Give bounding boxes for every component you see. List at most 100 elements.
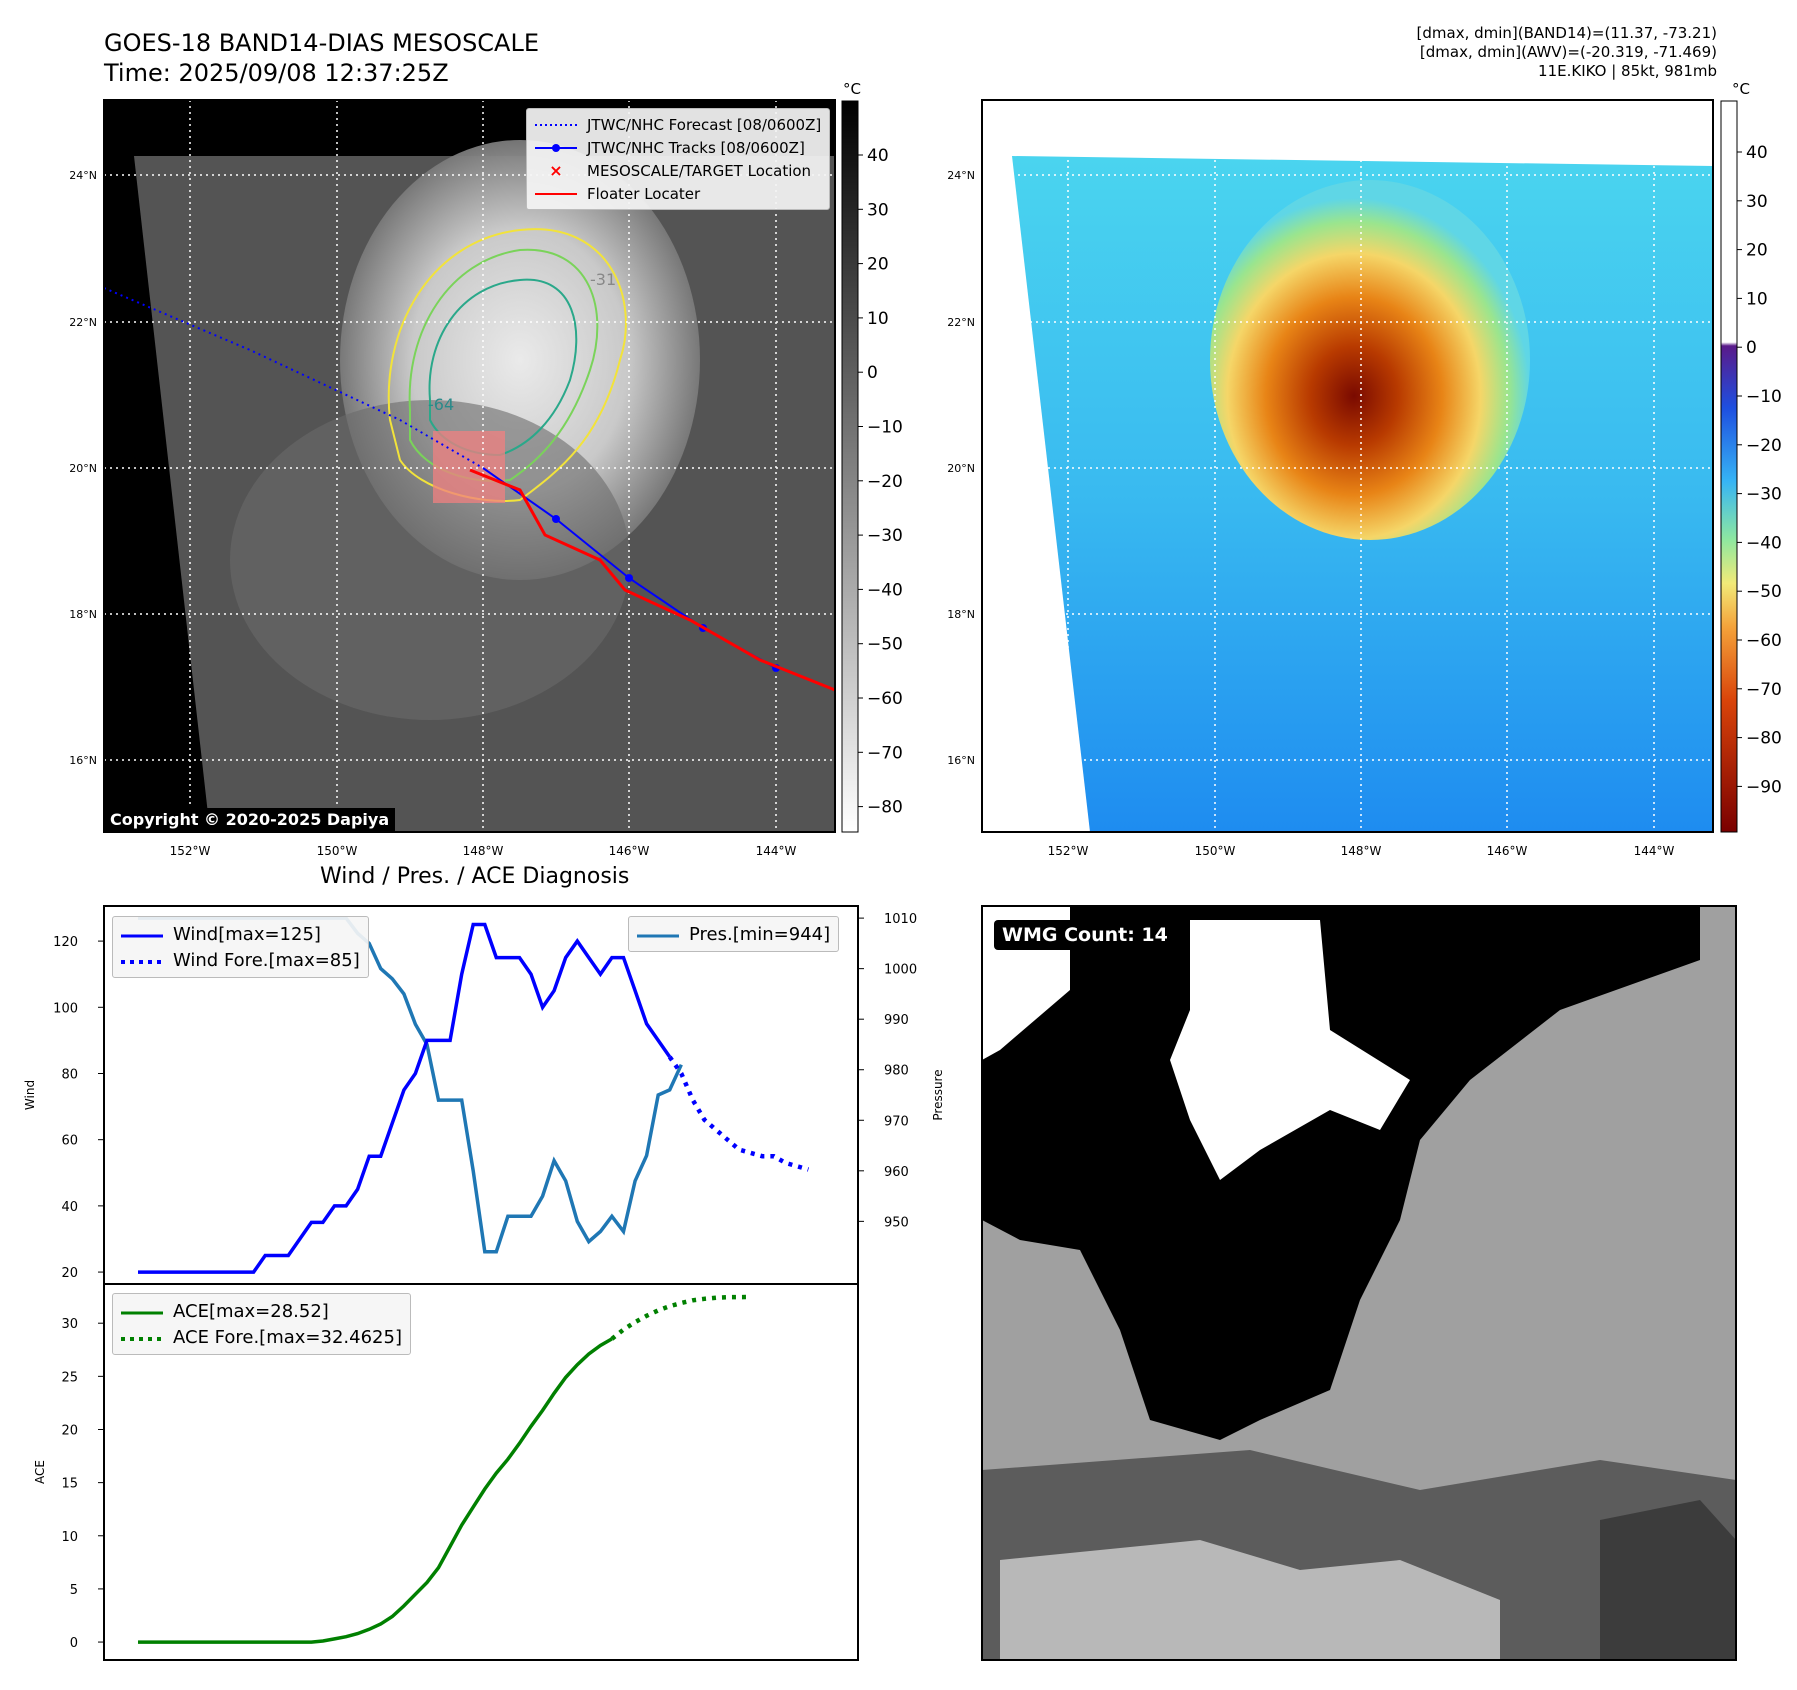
awv-map-panel: 24°N 22°N 20°N 18°N 16°N 152°W 150°W 148… <box>947 99 1714 858</box>
svg-text:×: × <box>549 164 562 178</box>
awv-lat-label: 16°N <box>947 754 975 767</box>
line-marker-icon <box>535 141 577 155</box>
copyright-badge: Copyright © 2020-2025 Dapiya <box>104 808 396 831</box>
colorbar-tick-label: −70 <box>867 743 903 763</box>
ace-tick-label: 0 <box>70 1636 78 1651</box>
ir-lat-labels: 24°N 22°N 20°N 18°N 16°N <box>69 169 97 767</box>
pressure-legend: Pres.[min=944] <box>628 916 840 952</box>
ir-lat-label: 18°N <box>69 608 97 621</box>
contour-label-2: -64 <box>428 395 454 414</box>
diagnosis-title: Wind / Pres. / ACE Diagnosis <box>320 864 630 889</box>
awv-lat-labels: 24°N 22°N 20°N 18°N 16°N <box>947 169 975 767</box>
ir-gridlines <box>104 100 835 832</box>
solid-line-icon <box>637 927 679 941</box>
legend-ace-forecast: ACE Fore.[max=32.4625] <box>121 1324 402 1350</box>
colorbar-tick-label: 40 <box>867 146 889 166</box>
colorbar-tick-label: 30 <box>867 200 889 220</box>
colorbar-tick-label: −20 <box>867 472 903 492</box>
pressure-tick-label: 980 <box>884 1064 909 1079</box>
colorbar-tick-label: 30 <box>1746 192 1768 212</box>
colorbar-tick-label: 0 <box>867 363 878 383</box>
dotted-line-icon <box>121 953 163 967</box>
legend-forecast: JTWC/NHC Forecast [08/0600Z] <box>535 113 821 136</box>
awv-lat-label: 24°N <box>947 169 975 182</box>
colorbar-tick-label: −60 <box>867 689 903 709</box>
ace-series-line <box>138 1337 613 1644</box>
colorbar-tick-label: −50 <box>867 635 903 655</box>
wind-tick-label: 120 <box>53 935 78 950</box>
ir-colorbar: °C 40 30 20 10 0 −10 −20 −30 −40 −50 −60 −70 −80 <box>841 80 903 833</box>
awv-colorbar: °C 40 30 20 10 0 −10 −20 −30 −40 −50 −60 −70 −80 −90 <box>1720 80 1782 833</box>
colorbar-tick-label: −40 <box>1746 533 1782 553</box>
awv-lat-label: 22°N <box>947 316 975 329</box>
legend-target: × MESOSCALE/TARGET Location <box>535 159 821 182</box>
awv-gridlines <box>982 100 1713 832</box>
legend-label: JTWC/NHC Forecast [08/0600Z] <box>587 115 822 134</box>
ir-lon-labels: 152°W 150°W 148°W 146°W 144°W <box>170 844 797 858</box>
legend-label: JTWC/NHC Tracks [08/0600Z] <box>587 138 805 157</box>
x-marker-icon: × <box>535 161 577 180</box>
legend-label: Pres.[min=944] <box>689 923 831 945</box>
legend-label: ACE Fore.[max=32.4625] <box>173 1326 402 1348</box>
awv-lon-label: 146°W <box>1487 844 1528 858</box>
legend-floater: Floater Locater <box>535 182 821 205</box>
colorbar-tick-label: −20 <box>1746 436 1782 456</box>
wind-tick-label: 40 <box>61 1200 78 1215</box>
ir-lat-label: 16°N <box>69 754 97 767</box>
colorbar-tick-label: 0 <box>1746 338 1757 358</box>
pressure-tick-label: 1000 <box>884 963 917 978</box>
stat-line-2: [dmax, dmin](AWV)=(-20.319, -71.469) <box>1419 43 1717 61</box>
ace-tick-label: 20 <box>61 1423 78 1438</box>
solid-line-icon <box>121 927 163 941</box>
pressure-tick-label: 990 <box>884 1013 909 1028</box>
legend-label: Wind Fore.[max=85] <box>173 949 360 971</box>
pressure-tick-label: 960 <box>884 1165 909 1180</box>
colorbar-tick-label: −60 <box>1746 631 1782 651</box>
legend-label: Wind[max=125] <box>173 923 321 945</box>
stat-line-1: [dmax, dmin](BAND14)=(11.37, -73.21) <box>1416 24 1717 42</box>
ace-tick-label: 30 <box>61 1317 78 1332</box>
pressure-tick-label: 970 <box>884 1114 909 1129</box>
colorbar-tick-label: 40 <box>1746 143 1768 163</box>
wind-series-line <box>138 922 672 1274</box>
awv-lon-labels: 152°W 150°W 148°W 146°W 144°W <box>1048 844 1675 858</box>
ace-tick-label: 15 <box>61 1477 78 1492</box>
contour-label-1: -31 <box>590 270 616 289</box>
pressure-axis-label: Pressure <box>931 1069 945 1120</box>
dotted-line-icon <box>121 1330 163 1344</box>
title-line-2: Time: 2025/09/08 12:37:25Z <box>104 59 449 87</box>
colorbar-tick-label: −30 <box>867 526 903 546</box>
stat-line-3: 11E.KIKO | 85kt, 981mb <box>1538 62 1717 80</box>
ace-tick-label: 25 <box>61 1370 78 1385</box>
ir-lon-label: 148°W <box>463 844 504 858</box>
awv-lon-label: 150°W <box>1195 844 1236 858</box>
solid-line-icon <box>121 1304 163 1318</box>
wind-tick-label: 20 <box>61 1266 78 1281</box>
ir-lat-label: 24°N <box>69 169 97 182</box>
colorbar-tick-label: −40 <box>867 580 903 600</box>
legend-pressure: Pres.[min=944] <box>637 921 830 947</box>
ir-map-panel: -31 -64 24°N 22°N 20°N 18°N 16°N 152°W 1… <box>69 99 836 858</box>
red-line-icon <box>535 187 577 201</box>
colorbar-tick-label: −70 <box>1746 680 1782 700</box>
colorbar-tick-label: −90 <box>1746 777 1782 797</box>
ace-tick-label: 10 <box>61 1530 78 1545</box>
legend-wind: Wind[max=125] <box>121 921 360 947</box>
mesoscale-target-box <box>433 431 505 503</box>
pressure-tick-label: 1010 <box>884 912 917 927</box>
wmg-panel <box>981 905 1737 1661</box>
colorbar-tick-label: 20 <box>1746 241 1768 261</box>
floater-locater-line <box>469 468 836 692</box>
wmg-count-badge: WMG Count: 14 <box>994 920 1176 950</box>
colorbar-tick-label: −10 <box>867 418 903 438</box>
ir-map-legend: JTWC/NHC Forecast [08/0600Z] JTWC/NHC Tr… <box>526 108 831 210</box>
wind-tick-label: 80 <box>61 1067 78 1082</box>
jtwc-forecast-line <box>103 287 484 469</box>
wind-axis-label: Wind <box>23 1080 37 1110</box>
colorbar-tick-label: 10 <box>867 309 889 329</box>
ir-lat-label: 20°N <box>69 462 97 475</box>
colorbar-tick-label: −80 <box>1746 729 1782 749</box>
wind-legend: Wind[max=125] Wind Fore.[max=85] <box>112 916 369 978</box>
legend-label: Floater Locater <box>587 184 701 203</box>
